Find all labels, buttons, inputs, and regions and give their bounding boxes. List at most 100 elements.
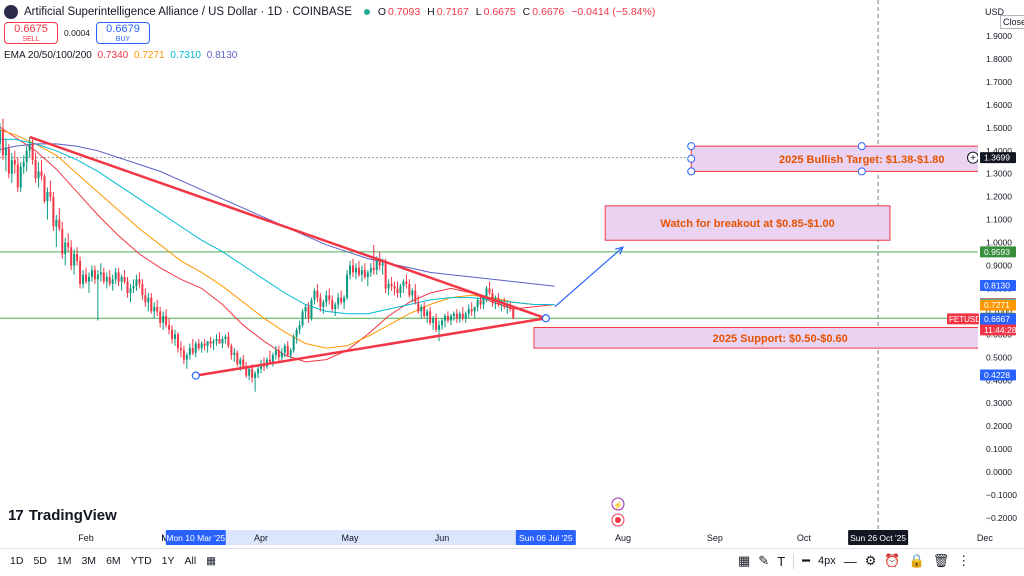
candle-body [292, 336, 295, 351]
lock-icon[interactable]: 🔒 [908, 553, 925, 568]
annotation-text: 2025 Support: $0.50-$0.60 [713, 333, 848, 345]
annotation-box[interactable] [533, 326, 1024, 349]
alert-icon[interactable]: ⏰ [884, 553, 901, 568]
currency-label[interactable]: USD [985, 7, 1005, 17]
candle-body [260, 364, 263, 369]
candle-body [443, 315, 446, 321]
candle-body [1, 130, 4, 156]
trendline-handle[interactable] [191, 371, 200, 380]
close-button[interactable]: Close [1000, 15, 1024, 29]
pencil-icon[interactable]: ✎ [758, 553, 770, 568]
range-ytd[interactable]: YTD [130, 555, 152, 567]
range-6m[interactable]: 6M [106, 555, 121, 567]
price-tag[interactable] [980, 299, 1016, 311]
candle-body [360, 270, 363, 275]
candle-body [411, 290, 414, 296]
price-tag[interactable] [980, 279, 1016, 291]
candle-body [87, 276, 90, 282]
text-color-icon[interactable]: T [777, 553, 786, 569]
candle-body [467, 309, 470, 314]
time-highlight-tag[interactable] [515, 530, 576, 545]
range-all[interactable]: All [184, 555, 197, 567]
range-1d[interactable]: 1D [10, 555, 24, 567]
candle-body [251, 368, 254, 378]
candle-body [7, 148, 10, 174]
ascending-trendline[interactable] [195, 317, 547, 377]
candle-body [43, 175, 46, 202]
candle-body [37, 171, 40, 179]
buy-price: 0.6679 [106, 22, 140, 35]
candle-body [417, 302, 420, 312]
price-tag[interactable] [980, 152, 1016, 164]
line-color-icon[interactable]: ━ [802, 553, 810, 568]
event-bolt-icon[interactable] [611, 497, 625, 511]
price-tag[interactable] [980, 313, 1016, 325]
candle-body [200, 343, 203, 349]
resize-handle[interactable] [687, 154, 696, 163]
range-3m[interactable]: 3M [81, 555, 97, 567]
buy-button[interactable]: 0.6679 BUY [96, 22, 150, 44]
resize-handle[interactable] [857, 142, 866, 151]
line-width-label[interactable]: 4px [817, 555, 836, 567]
candle-body [19, 166, 22, 188]
resize-handle[interactable] [857, 167, 866, 176]
price-axis[interactable] [978, 0, 1024, 548]
candle-body [105, 276, 108, 282]
symbol-title[interactable]: Artificial Superintelligence Alliance / … [24, 6, 352, 18]
bottom-toolbar: 1D 5D 1M 3M 6M YTD 1Y All ▦ ▦ ✎ T ━ 4px … [0, 548, 1024, 576]
time-range-highlight [165, 530, 576, 545]
candle-body [156, 306, 159, 312]
range-selector: 1D 5D 1M 3M 6M YTD 1Y All ▦ [10, 555, 216, 567]
price-axis-tick: 1.0000 [986, 238, 1012, 248]
sell-price: 0.6675 [14, 22, 48, 35]
time-highlight-tag[interactable] [165, 530, 226, 545]
candle-body [357, 267, 360, 275]
candle-body [248, 368, 251, 376]
candle-body [384, 263, 387, 289]
candle-body [162, 315, 165, 323]
event-bolt-glyph: ⚡ [613, 500, 623, 510]
candle-body [224, 336, 227, 339]
candle-body [49, 192, 52, 197]
more-icon[interactable]: ⋮ [957, 553, 971, 568]
descending-trendline[interactable] [29, 135, 547, 320]
candle-body [257, 368, 260, 374]
annotation-box[interactable] [604, 205, 891, 241]
ema100-line [0, 138, 555, 315]
time-axis-tick: Aug [615, 533, 631, 543]
trendline-handle[interactable] [541, 314, 550, 323]
resize-handle[interactable] [687, 167, 696, 176]
price-tag[interactable] [980, 369, 1016, 381]
candle-body [191, 348, 194, 353]
price-axis-tick: 1.8000 [986, 54, 1012, 64]
date-range-icon[interactable]: ▦ [206, 555, 217, 567]
resize-handle[interactable] [687, 142, 696, 151]
price-tag-text: 1.3699 [984, 153, 1010, 163]
time-highlight-tag[interactable] [848, 530, 909, 545]
range-1m[interactable]: 1M [56, 555, 72, 567]
ema-legend[interactable]: EMA 20/50/100/200 0.7340 0.7271 0.7310 0… [4, 50, 240, 61]
candle-body [126, 281, 129, 294]
candle-body [227, 336, 230, 346]
line-style-icon[interactable]: — [843, 553, 857, 569]
candle-body [476, 299, 479, 307]
candle-body [215, 338, 218, 342]
range-5d[interactable]: 5D [33, 555, 47, 567]
price-tag[interactable] [980, 246, 1016, 258]
range-1y[interactable]: 1Y [161, 555, 175, 567]
trade-panel: 0.6675 SELL 0.0004 0.6679 BUY [4, 22, 150, 44]
candle-body [40, 171, 43, 176]
breakout-arrow[interactable] [554, 246, 624, 308]
candle-body [331, 299, 334, 310]
settings-icon[interactable]: ⚙ [864, 553, 877, 568]
trash-icon[interactable]: 🗑 [932, 553, 950, 568]
candle-body [485, 288, 488, 298]
object-tree-icon[interactable]: ▦ [738, 553, 751, 568]
candle-body [117, 272, 120, 282]
candle-body [114, 272, 117, 280]
time-axis-tick: Feb [78, 533, 94, 543]
candle-body [168, 325, 171, 330]
candle-body [372, 267, 375, 271]
sell-button[interactable]: 0.6675 SELL [4, 22, 58, 44]
